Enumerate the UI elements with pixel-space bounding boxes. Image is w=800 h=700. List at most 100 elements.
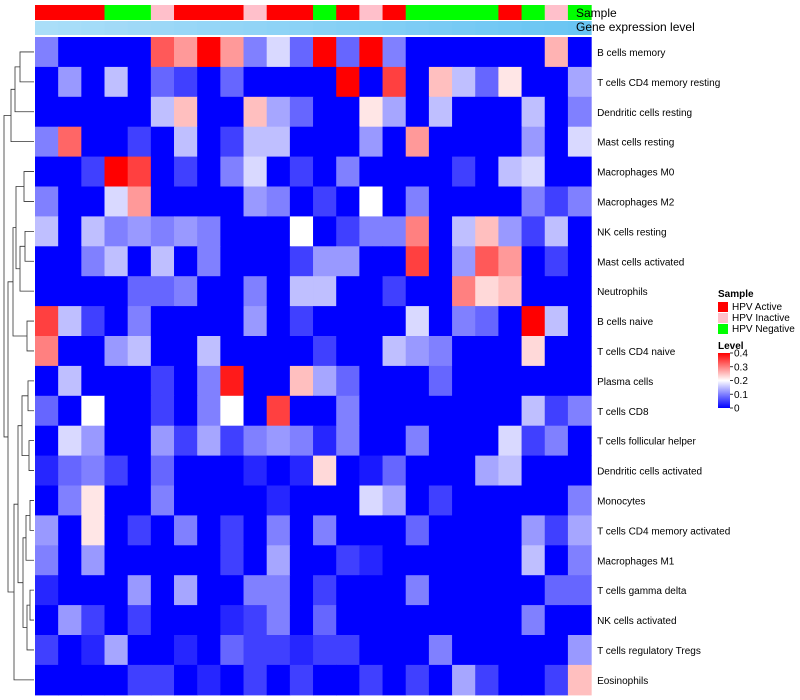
heatmap-cell (544, 216, 569, 247)
heatmap-cell (58, 635, 82, 666)
heatmap-cell (382, 485, 407, 516)
expression-annotation-cell (58, 21, 82, 35)
heatmap-cell (104, 306, 129, 337)
heatmap-cell (405, 186, 430, 217)
heatmap-cell (81, 664, 106, 696)
heatmap-cell (428, 395, 453, 427)
heatmap-cell (220, 37, 245, 68)
heatmap-cell (359, 246, 384, 277)
heatmap-cell (104, 455, 129, 487)
heatmap-cell (104, 336, 129, 367)
heatmap-cell (521, 276, 546, 307)
heatmap-cell (382, 605, 407, 636)
sample-annotation-cell (359, 5, 384, 20)
heatmap-cell (336, 156, 360, 188)
heatmap-cell (336, 246, 360, 277)
dendrogram-branch (14, 66, 34, 113)
heatmap-cell (521, 515, 546, 546)
heatmap-cell (567, 395, 592, 427)
heatmap-cell (498, 66, 523, 98)
heatmap-cell (266, 455, 291, 487)
heatmap-cell (567, 336, 592, 367)
heatmap-cell (313, 306, 337, 337)
expression-annotation-cell (498, 21, 523, 35)
heatmap-cell (475, 545, 499, 576)
heatmap-cell (81, 575, 106, 606)
heatmap-cell (266, 96, 291, 128)
heatmap-cell (58, 605, 82, 636)
level-legend-tick-label: 0.2 (734, 376, 748, 387)
heatmap-cell (150, 545, 175, 576)
heatmap-cell (127, 575, 152, 606)
heatmap-cell (289, 37, 314, 68)
heatmap-cell (336, 96, 360, 128)
heatmap-cell (498, 186, 523, 217)
heatmap-cell (127, 336, 152, 367)
heatmap-cell (382, 664, 407, 696)
heatmap-cell (359, 66, 384, 98)
heatmap-cell (428, 66, 453, 98)
heatmap-cell (521, 37, 546, 68)
heatmap-cell (428, 455, 453, 487)
heatmap-cell (544, 186, 569, 217)
heatmap-cell (567, 246, 592, 277)
legend-swatch-hpv-negative (718, 324, 728, 334)
row-label: B cells naive (597, 317, 654, 328)
heatmap-cell (150, 635, 175, 666)
heatmap-cell (81, 485, 106, 516)
heatmap-cell (313, 545, 337, 576)
heatmap-cell (405, 276, 430, 307)
heatmap-cell (104, 37, 129, 68)
heatmap-cell (243, 126, 268, 158)
heatmap-cell (567, 515, 592, 546)
heatmap-cell (127, 485, 152, 516)
heatmap-cell (359, 365, 384, 397)
heatmap-cell (359, 306, 384, 337)
heatmap-cell (544, 365, 569, 397)
heatmap-cell (150, 395, 175, 427)
heatmap-cell (405, 575, 430, 606)
heatmap-cell (35, 216, 59, 247)
heatmap-cell (266, 485, 291, 516)
heatmap-cell (452, 306, 476, 337)
heatmap-cell (544, 575, 569, 606)
heatmap-cell (521, 455, 546, 487)
heatmap-cell (35, 306, 59, 337)
heatmap-cell (498, 216, 523, 247)
heatmap-cell (58, 336, 82, 367)
heatmap-cell (220, 216, 245, 247)
sample-annotation-cell (544, 5, 569, 20)
heatmap-cell (104, 246, 129, 277)
heatmap-cell (197, 246, 221, 277)
heatmap-cell (220, 246, 245, 277)
heatmap-cell (313, 395, 337, 427)
heatmap-cell (382, 336, 407, 367)
heatmap-cell (498, 515, 523, 546)
heatmap-cell (544, 455, 569, 487)
gene-expression-annotation-bar (35, 21, 592, 35)
heatmap-cell (58, 515, 82, 546)
heatmap-cell (521, 306, 546, 337)
heatmap-cell (452, 246, 476, 277)
heatmap-cell (359, 395, 384, 427)
heatmap-cell (197, 485, 221, 516)
heatmap-cell (336, 216, 360, 247)
heatmap-cell (382, 156, 407, 188)
heatmap-cell (498, 37, 523, 68)
heatmap-cell (498, 395, 523, 427)
heatmap-cell (359, 485, 384, 516)
heatmap-cell (289, 66, 314, 98)
heatmap-cell (174, 246, 198, 277)
heatmap-cell (405, 664, 430, 696)
heatmap-cell (197, 156, 221, 188)
heatmap-cell (220, 66, 245, 98)
heatmap-cell (220, 395, 245, 427)
heatmap-cell (567, 485, 592, 516)
heatmap-cell (104, 276, 129, 307)
row-label: NK cells resting (597, 227, 666, 238)
sample-annotation-cell (104, 5, 129, 20)
sample-annotation-cell (382, 5, 407, 20)
heatmap-cell (289, 425, 314, 457)
heatmap-cell (174, 66, 198, 98)
